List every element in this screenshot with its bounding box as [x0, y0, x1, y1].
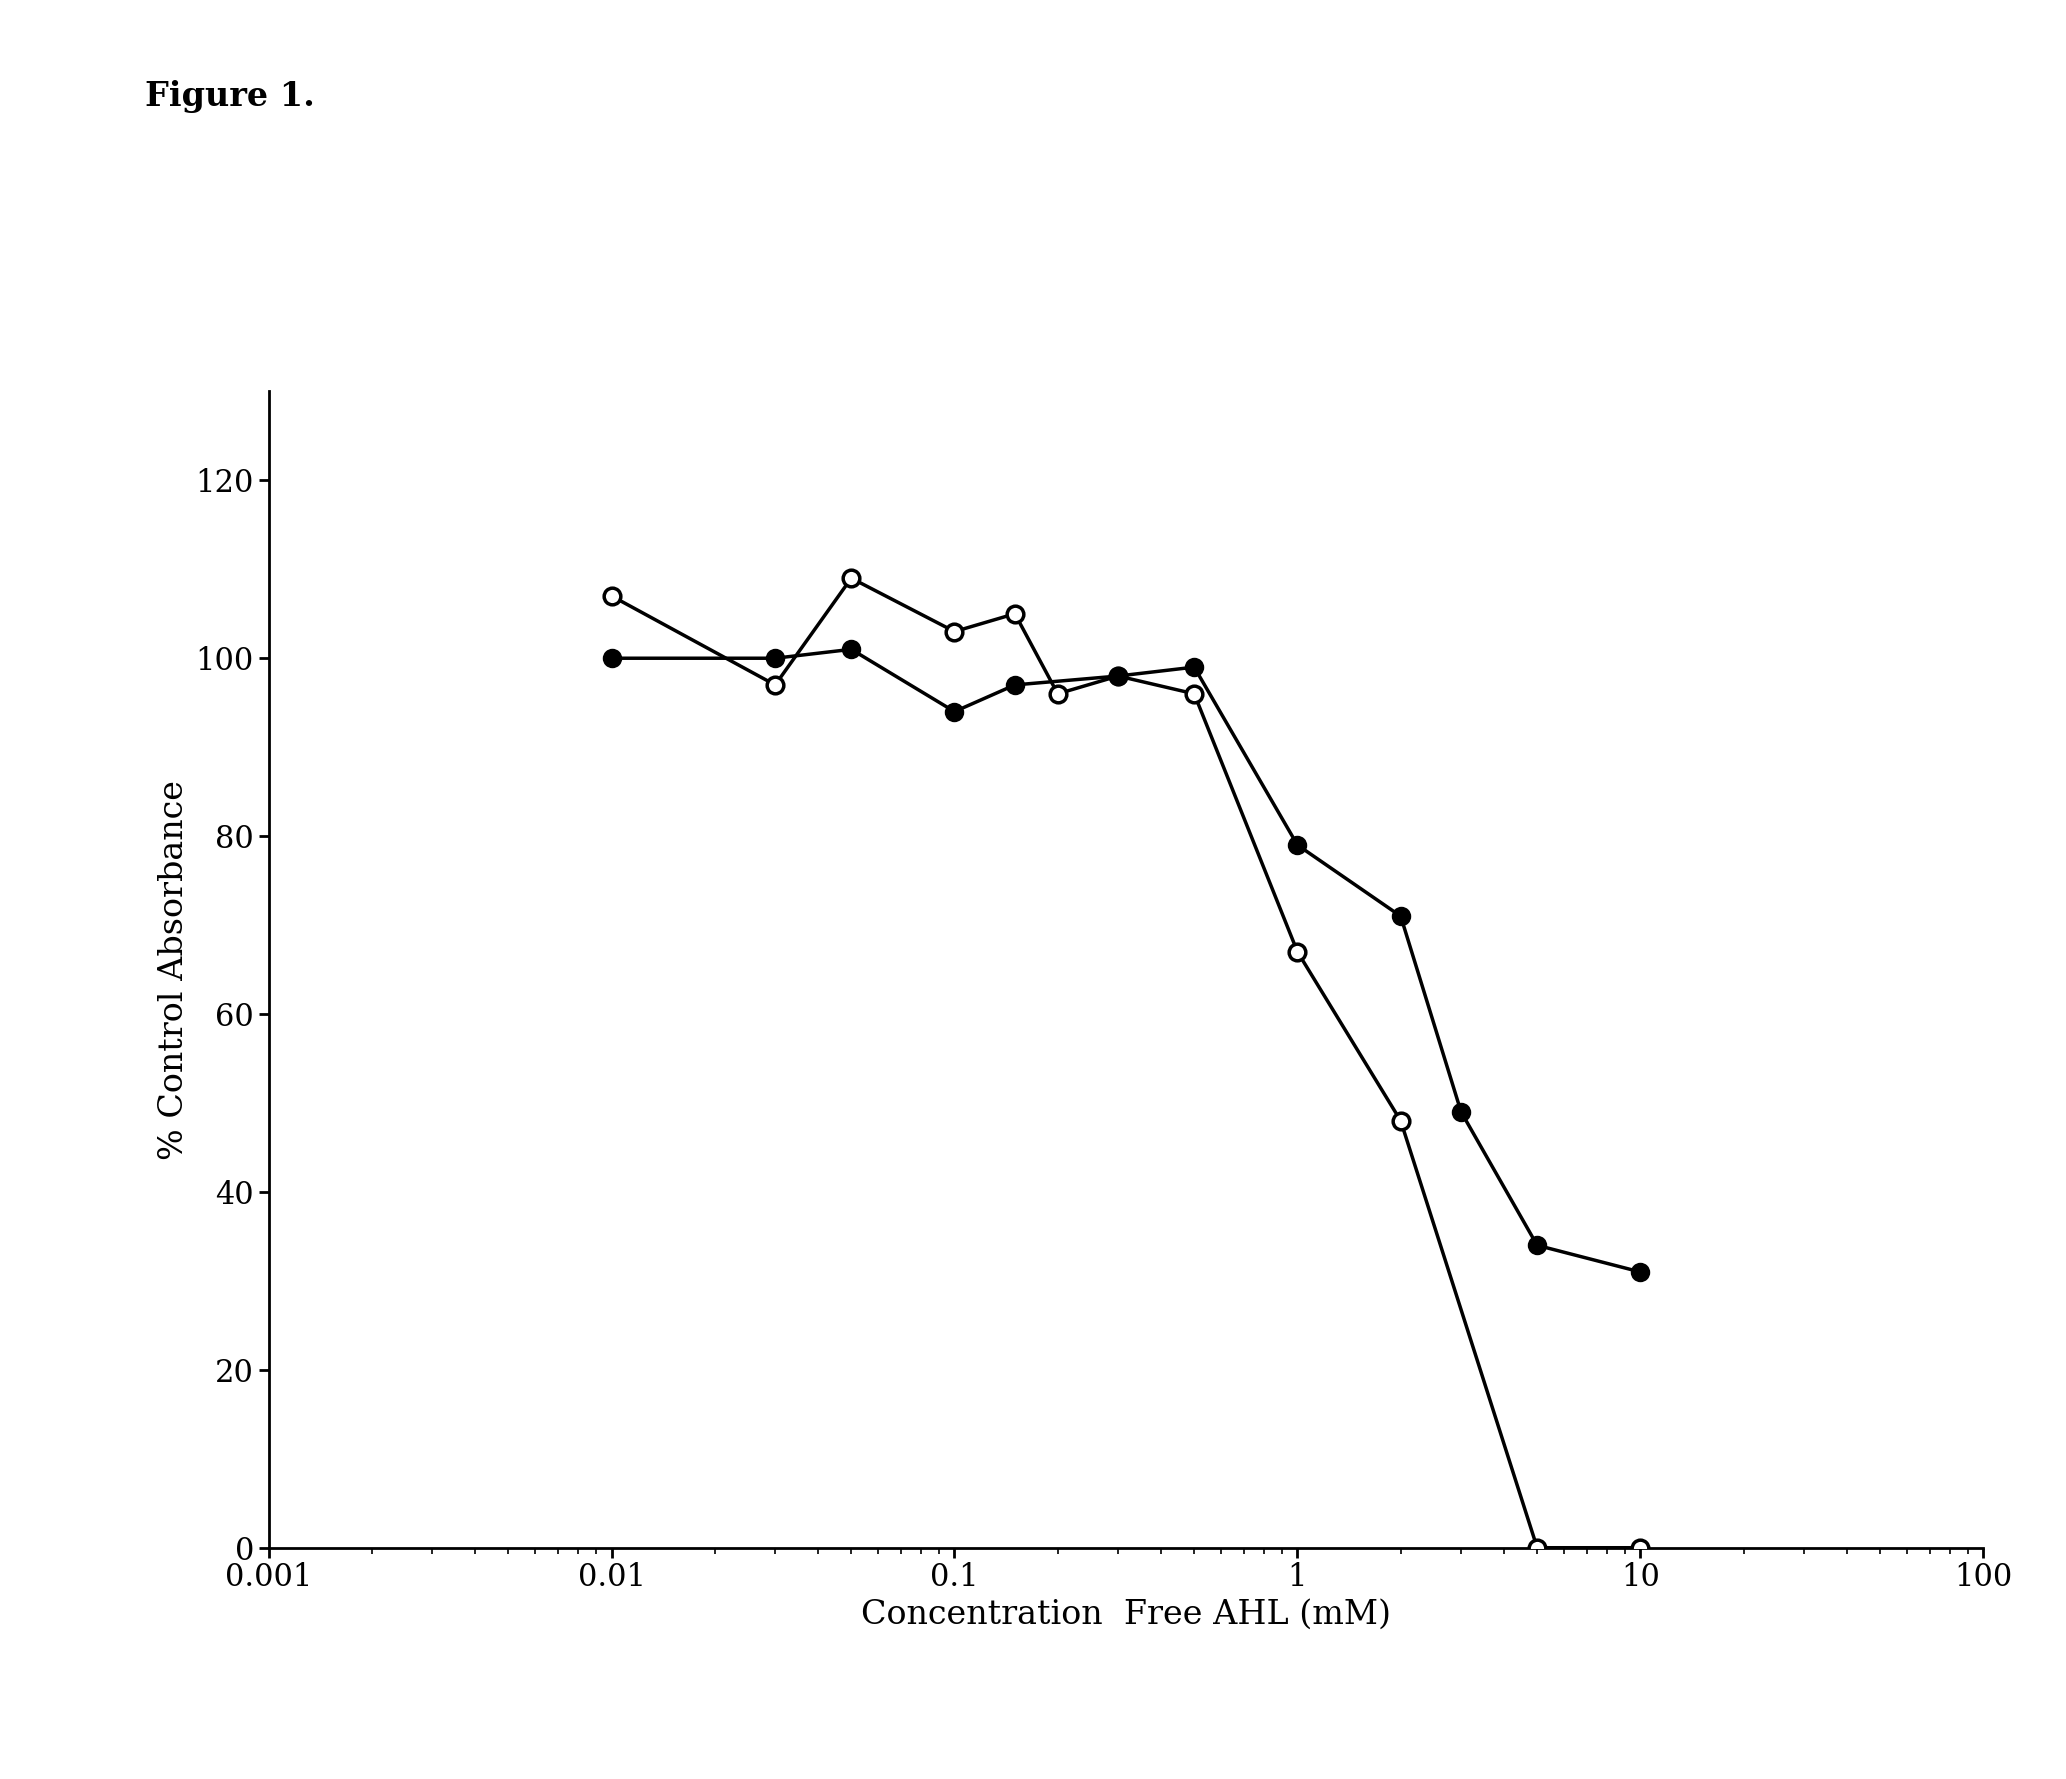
X-axis label: Concentration  Free AHL (mM): Concentration Free AHL (mM): [862, 1599, 1390, 1631]
Text: Figure 1.: Figure 1.: [145, 80, 314, 114]
Y-axis label: % Control Absorbance: % Control Absorbance: [159, 779, 190, 1160]
